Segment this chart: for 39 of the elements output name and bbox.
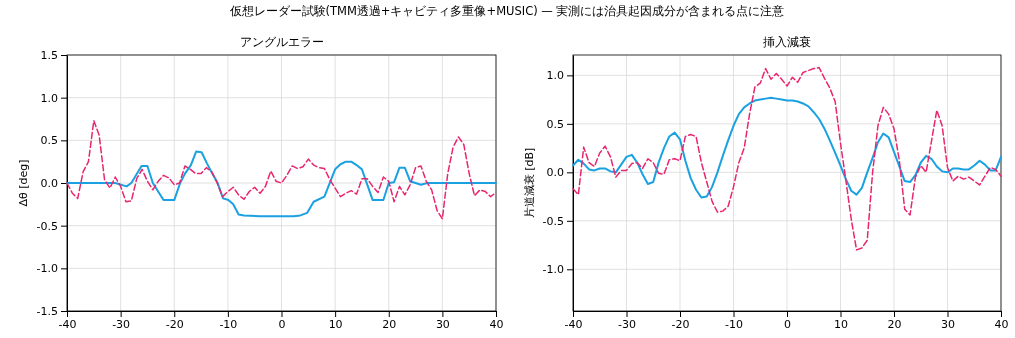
x-tick-label: 20 [382,317,397,331]
y-tick-label: 0.0 [40,177,58,191]
y-tick-label: 0.5 [546,117,564,131]
x-tick-label: 40 [489,317,504,331]
chart-title: アングルエラー [239,35,324,49]
x-tick-label: -40 [564,317,583,331]
x-tick-label: 20 [887,317,902,331]
y-tick-label: 0.0 [546,166,564,180]
y-tick-label: -1.5 [36,305,58,319]
y-tick-label: -0.5 [542,214,564,228]
y-tick-label: -0.5 [36,219,58,233]
y-tick-label: -1.0 [36,262,58,276]
x-tick-label: 40 [994,317,1009,331]
y-tick-label: 1.0 [546,69,564,83]
line-series [66,119,497,220]
x-tick-label: -10 [219,317,238,331]
x-tick-label: 30 [435,317,450,331]
x-tick-label: -30 [618,317,636,331]
x-tick-label: 30 [941,317,955,331]
x-tick-label: 10 [834,317,848,331]
x-tick-label: -10 [725,317,743,331]
y-tick-label: 1.5 [40,49,58,63]
y-tick-label: -1.0 [542,263,564,277]
x-tick-label: 0 [784,317,791,331]
x-tick-label: 10 [328,317,343,331]
y-axis-title: Δθ [deg] [17,159,30,207]
text: 仮想レーダー試験(TMM透過+キャビティ多重像+MUSIC) — 実測には治具起因成分が含まれる点に注意 [228,4,785,18]
line-series [66,150,497,218]
line-series [572,66,1002,251]
y-axis-title: 片道減衰 [dB] [523,147,536,219]
x-tick-label: -20 [671,317,690,331]
x-tick-label: -30 [112,317,131,331]
x-tick-label: -40 [58,317,77,331]
chart-title: 挿入減衰 [763,35,811,49]
x-tick-label: 0 [278,317,286,331]
x-tick-label: -20 [165,317,184,331]
y-tick-label: 1.0 [40,91,58,105]
line-series [572,96,1002,199]
y-tick-label: 0.5 [40,134,58,148]
